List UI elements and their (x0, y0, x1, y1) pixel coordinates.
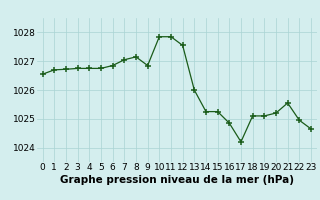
X-axis label: Graphe pression niveau de la mer (hPa): Graphe pression niveau de la mer (hPa) (60, 175, 294, 185)
